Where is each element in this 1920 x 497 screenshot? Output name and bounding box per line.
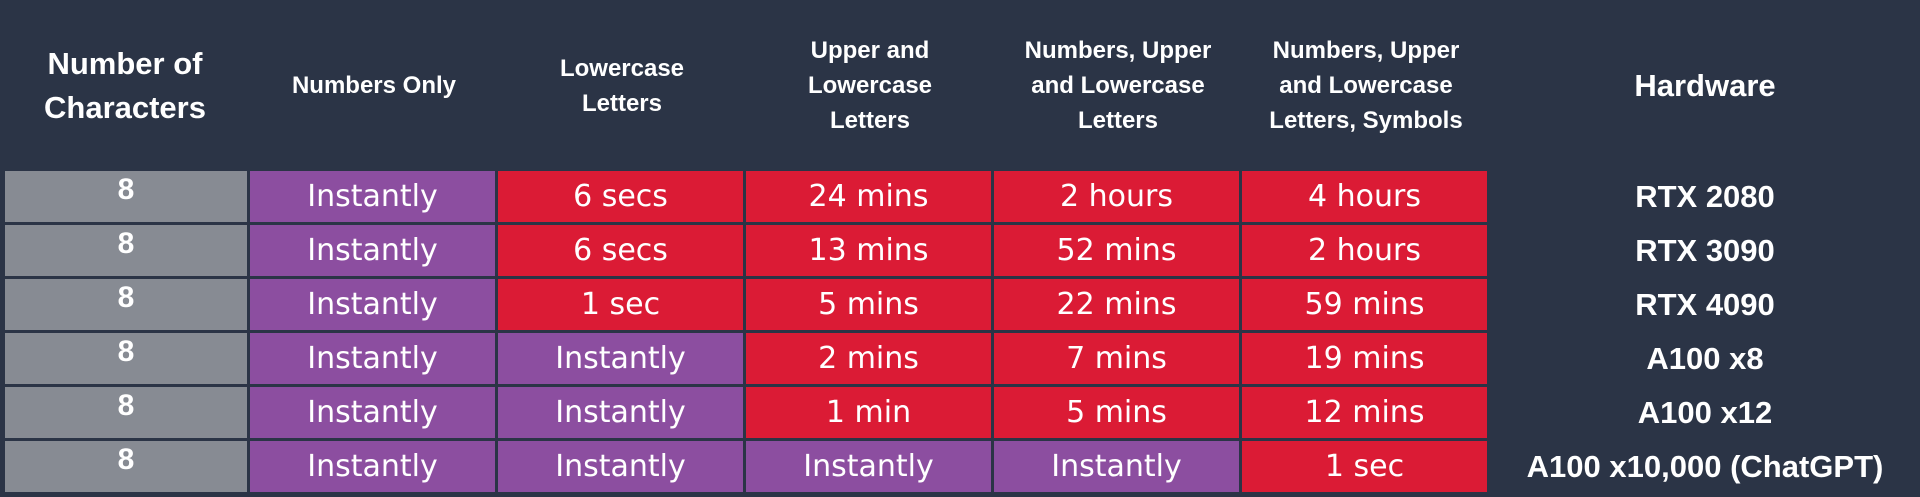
column-header-3: Upper and Lowercase Letters [807,37,933,134]
crack-time-cell: Instantly [250,333,495,384]
column-header-4: Numbers, Upper and Lowercase Letters [1024,37,1212,134]
crack-time-cell: 24 mins [746,171,991,222]
crack-time-cell: Instantly [498,441,743,492]
characters-cell: 8 [5,279,247,330]
crack-time-cell: 2 mins [746,333,991,384]
characters-cell: 8 [5,225,247,276]
column-header-2: Lowercase Letters [559,54,685,117]
column-header-0: Number of Characters [44,45,206,125]
crack-time-cell: Instantly [250,225,495,276]
crack-time-cell: 1 sec [498,279,743,330]
crack-time-cell: 4 hours [1242,171,1487,222]
crack-time-cell: 52 mins [994,225,1239,276]
hardware-cell: A100 x12 [1637,394,1773,430]
crack-time-cell: Instantly [498,333,743,384]
crack-time-cell: Instantly [994,441,1239,492]
crack-time-cell: 6 secs [498,171,743,222]
crack-time-cell: Instantly [746,441,991,492]
crack-time-cell: 6 secs [498,225,743,276]
hardware-cell: RTX 2080 [1635,178,1775,214]
crack-time-cell: Instantly [250,441,495,492]
crack-time-cell: 5 mins [746,279,991,330]
column-header-5: Numbers, Upper and Lowercase Letters, Sy… [1269,37,1463,134]
hardware-cell: RTX 3090 [1635,232,1775,268]
crack-time-cell: 5 mins [994,387,1239,438]
crack-time-cell: Instantly [250,171,495,222]
characters-cell: 8 [5,333,247,384]
crack-time-cell: 1 sec [1242,441,1487,492]
crack-time-cell: 2 hours [1242,225,1487,276]
column-header-6: Hardware [1634,67,1776,103]
hardware-cell: A100 x10,000 (ChatGPT) [1526,448,1884,484]
characters-cell: 8 [5,441,247,492]
crack-time-cell: 1 min [746,387,991,438]
characters-cell: 8 [5,387,247,438]
characters-cell: 8 [5,171,247,222]
hardware-cell: RTX 4090 [1635,286,1775,322]
crack-time-cell: 12 mins [1242,387,1487,438]
crack-time-cell: Instantly [250,387,495,438]
crack-time-cell: Instantly [250,279,495,330]
hardware-cell: A100 x8 [1646,340,1764,376]
crack-time-cell: 2 hours [994,171,1239,222]
crack-time-cell: 22 mins [994,279,1239,330]
column-header-1: Numbers Only [291,72,457,99]
crack-time-cell: 19 mins [1242,333,1487,384]
crack-time-cell: 7 mins [994,333,1239,384]
crack-time-cell: Instantly [498,387,743,438]
crack-time-cell: 13 mins [746,225,991,276]
crack-time-cell: 59 mins [1242,279,1487,330]
